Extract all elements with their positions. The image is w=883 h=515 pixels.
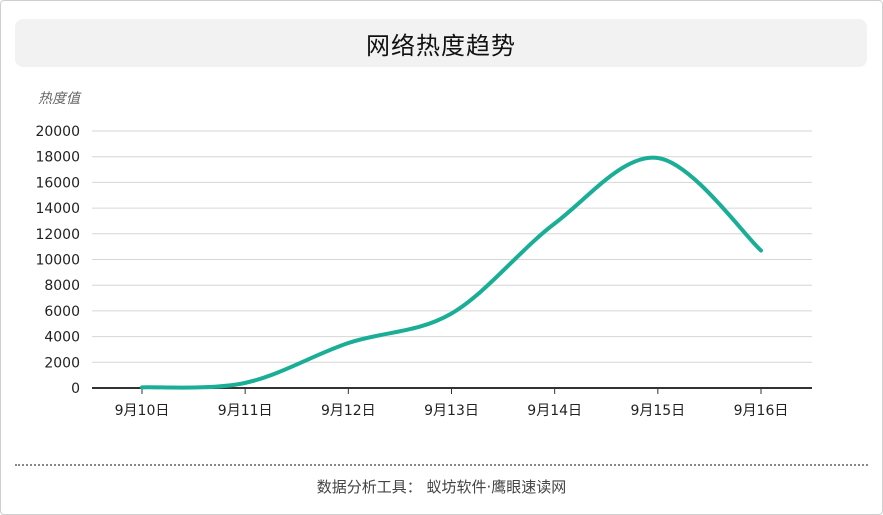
y-axis-label: 热度值 <box>38 91 80 107</box>
y-tick-label: 16000 <box>35 175 80 191</box>
x-tick-label: 9月16日 <box>734 403 789 419</box>
line-chart: 0 2000 4000 6000 8000 10000 12000 14000 16000 180… <box>35 124 812 419</box>
y-tick-label: 14000 <box>35 201 80 217</box>
x-tick-label: 9月11日 <box>218 403 273 419</box>
y-tick-label: 4000 <box>44 330 80 346</box>
footer-source: 数据分析工具： 蚁坊软件·鹰眼速读网 <box>316 478 567 496</box>
y-tick-label: 8000 <box>44 278 80 294</box>
x-tick-label: 9月15日 <box>630 403 685 419</box>
y-tick-label: 12000 <box>35 227 80 243</box>
y-tick-label: 6000 <box>44 304 80 320</box>
y-tick-label: 2000 <box>44 355 80 371</box>
title-bar: 网络热度趋势 <box>15 19 867 67</box>
x-tick-label: 9月14日 <box>527 403 582 419</box>
series-line <box>140 155 763 390</box>
x-tick-label: 9月13日 <box>424 403 479 419</box>
x-tick-label: 9月12日 <box>321 403 376 419</box>
chart-title: 网络热度趋势 <box>366 31 516 60</box>
y-tick-label: 20000 <box>35 124 80 140</box>
y-tick-label: 10000 <box>35 253 80 269</box>
y-tick-label: 0 <box>71 381 80 397</box>
footer-divider <box>15 464 868 466</box>
y-tick-label: 18000 <box>35 150 80 166</box>
x-tick-label: 9月10日 <box>115 403 170 419</box>
